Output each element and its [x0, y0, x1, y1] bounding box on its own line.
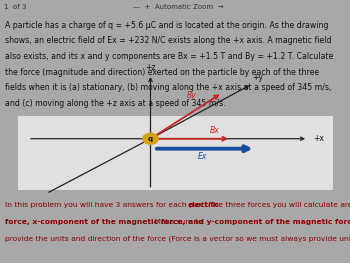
Text: provide the units and direction of the force (Force is a vector so we must alway: provide the units and direction of the f… [5, 235, 350, 242]
Text: —  +  Automatic Zoom  →: — + Automatic Zoom → [133, 4, 224, 10]
Text: fields when it is (a) stationary, (b) moving along the +x axis at a speed of 345: fields when it is (a) stationary, (b) mo… [5, 83, 332, 92]
Text: In this problem you will have 3 answers for each part. The three forces you will: In this problem you will have 3 answers … [5, 202, 350, 208]
FancyBboxPatch shape [18, 116, 332, 190]
Circle shape [143, 133, 158, 144]
Text: force, x-component of the magnetic force, and y-component of the magnetic force.: force, x-component of the magnetic force… [5, 219, 350, 225]
Text: also exists, and its x and y components are Bx = +1.5 T and By = +1.2 T. Calcula: also exists, and its x and y components … [5, 52, 334, 61]
Text: q: q [148, 136, 153, 142]
Text: +y: +y [252, 73, 263, 82]
Text: Bx: Bx [210, 125, 220, 134]
Text: A particle has a charge of q = +5.6 μC and is located at the origin. As the draw: A particle has a charge of q = +5.6 μC a… [5, 21, 329, 30]
Text: Make sure to: Make sure to [152, 219, 203, 225]
Text: electric: electric [187, 202, 219, 208]
Text: 1  of 3: 1 of 3 [4, 4, 26, 10]
Text: and (c) moving along the +z axis at a speed of 345 m/s.: and (c) moving along the +z axis at a sp… [5, 99, 226, 108]
Text: the force (magnitude and direction) exerted on the particle by each of the three: the force (magnitude and direction) exer… [5, 68, 319, 77]
Text: +x: +x [313, 134, 324, 143]
Text: By: By [187, 91, 197, 100]
Text: +z: +z [145, 63, 156, 72]
Text: shows, an electric field of Ex = +232 N/C exists along the +x axis. A magnetic f: shows, an electric field of Ex = +232 N/… [5, 36, 332, 45]
Text: Ex: Ex [198, 151, 207, 161]
